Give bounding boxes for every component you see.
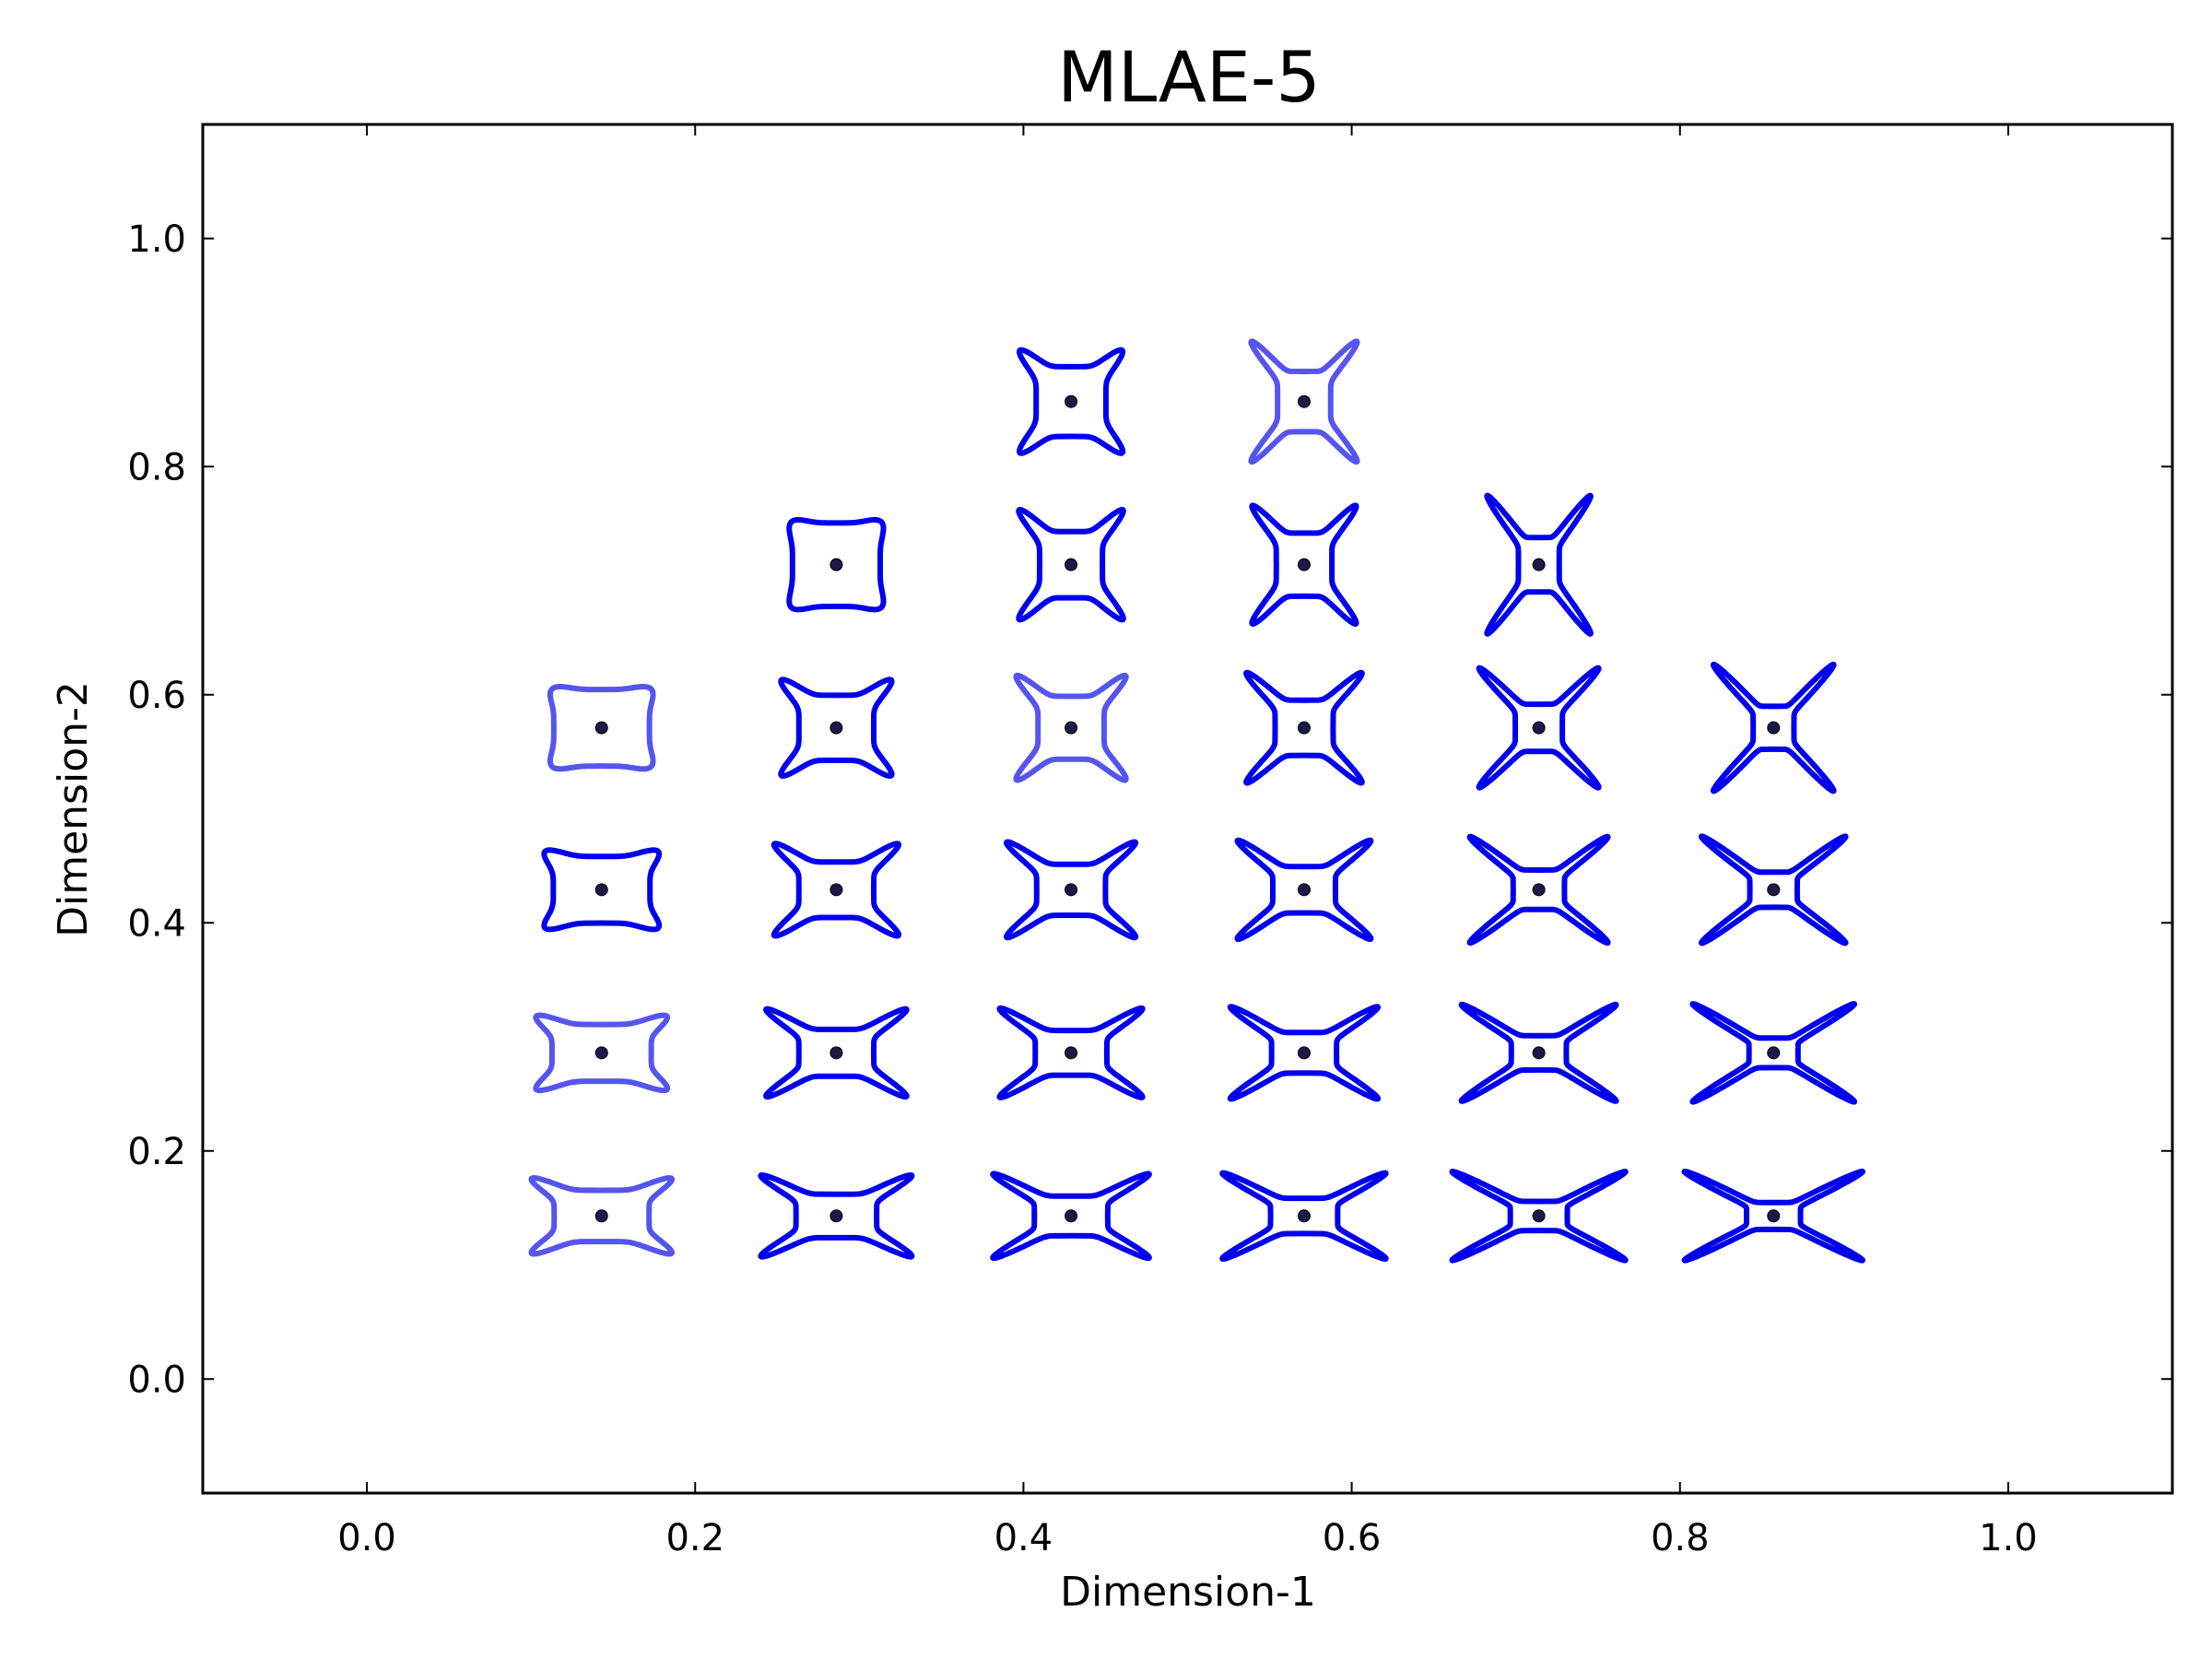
data-point	[1532, 721, 1546, 735]
data-glyph	[528, 1175, 675, 1257]
data-point	[1767, 721, 1781, 735]
data-glyph	[547, 684, 656, 772]
data-point	[1767, 1046, 1781, 1060]
x-tick-label: 0.6	[1323, 1517, 1382, 1559]
data-point	[1065, 558, 1078, 571]
data-point	[1767, 1209, 1781, 1223]
data-glyph	[771, 841, 902, 939]
data-point	[1065, 721, 1078, 735]
x-tick-label: 0.0	[337, 1517, 396, 1559]
data-glyph	[778, 677, 895, 779]
y-tick-label: 0.0	[127, 1359, 186, 1401]
data-glyph	[1234, 837, 1374, 942]
y-tick-label: 0.6	[127, 675, 186, 717]
data-point	[594, 721, 608, 735]
data-glyph	[996, 1005, 1146, 1100]
data-glyph	[1219, 1170, 1389, 1262]
data-glyph	[1681, 1168, 1865, 1264]
data-point	[1297, 721, 1311, 735]
data-point	[1767, 883, 1781, 897]
data-glyph	[1484, 492, 1594, 637]
data-glyph	[1243, 669, 1365, 786]
data-point	[1297, 394, 1311, 408]
data-point	[1065, 1209, 1078, 1223]
data-point	[830, 721, 843, 735]
data-glyph	[1248, 338, 1360, 465]
data-glyph	[1466, 833, 1611, 947]
data-glyph	[541, 847, 663, 933]
data-glyph	[1004, 839, 1139, 941]
x-axis-label: Dimension-1	[1060, 1569, 1316, 1616]
data-point	[1065, 1046, 1078, 1060]
data-glyph	[1013, 672, 1129, 783]
y-tick-label: 1.0	[127, 218, 186, 261]
plot-frame	[201, 123, 2174, 1495]
data-point	[1532, 1209, 1546, 1223]
y-tick-label: 0.2	[127, 1131, 186, 1173]
y-axis-label: Dimension-2	[50, 681, 97, 937]
data-glyph	[1689, 1001, 1858, 1105]
data-point	[830, 1046, 843, 1060]
data-glyph	[1710, 661, 1837, 794]
data-point	[1297, 1209, 1311, 1223]
data-glyph	[533, 1012, 671, 1094]
data-glyph	[1016, 506, 1126, 623]
data-point	[1065, 394, 1078, 408]
center-dot-layer	[594, 394, 1781, 1223]
data-point	[830, 558, 843, 571]
data-point	[594, 883, 608, 897]
data-point	[1532, 883, 1546, 897]
data-glyph	[763, 1006, 910, 1100]
x-tick-label: 0.2	[665, 1517, 724, 1559]
data-glyph	[1227, 1004, 1382, 1102]
data-glyph	[1249, 502, 1359, 627]
data-glyph	[1476, 665, 1602, 791]
glyph-layer	[528, 338, 1865, 1264]
chart-title: MLAE-5	[1057, 36, 1320, 118]
x-tick-label: 0.8	[1651, 1517, 1710, 1559]
data-glyph	[786, 517, 887, 613]
x-tick-label: 1.0	[1979, 1517, 2038, 1559]
data-point	[1532, 558, 1546, 571]
data-point	[594, 1209, 608, 1223]
data-glyph	[1017, 347, 1126, 456]
data-glyph	[1449, 1169, 1629, 1264]
data-point	[830, 883, 843, 897]
x-axis-ticks: 0.0 0.2 0.4 0.6 0.8 1.0	[337, 124, 2038, 1559]
y-axis-ticks: 0.0 0.2 0.4 0.6 0.8 1.0	[127, 218, 2172, 1401]
data-point	[830, 1209, 843, 1223]
data-point	[1532, 1046, 1546, 1060]
data-glyph	[1698, 833, 1849, 947]
data-point	[1297, 1046, 1311, 1060]
data-point	[1297, 883, 1311, 897]
data-point	[594, 1046, 608, 1060]
y-tick-label: 0.8	[127, 446, 186, 488]
plot-area	[201, 123, 2174, 1495]
data-glyph	[990, 1171, 1152, 1262]
data-point	[1065, 883, 1078, 897]
data-glyph	[758, 1171, 915, 1260]
x-tick-label: 0.4	[994, 1517, 1053, 1559]
data-glyph	[1458, 1001, 1619, 1104]
y-tick-label: 0.4	[127, 902, 186, 945]
data-point	[1297, 558, 1311, 571]
